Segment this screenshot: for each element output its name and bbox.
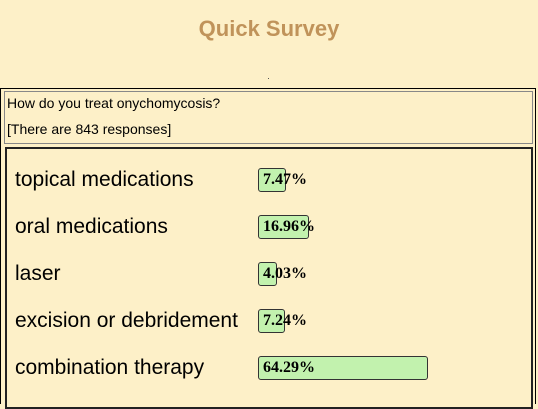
option-row: excision or debridement 7.24%	[7, 308, 531, 334]
result-percent: 64.29%	[263, 359, 315, 376]
result-percent: 16.96%	[263, 218, 315, 235]
option-label: laser	[15, 262, 61, 285]
option-label: topical medications	[15, 168, 194, 191]
result-bar	[258, 356, 428, 380]
dot	[268, 78, 269, 79]
survey-frame	[0, 88, 536, 404]
result-percent: 4.03%	[263, 265, 307, 282]
question: How do you treat onychomycosis?	[7, 95, 221, 111]
option-row: laser 4.03%	[7, 261, 531, 287]
result-bar	[258, 262, 278, 286]
result-bar	[258, 309, 286, 333]
option-label: oral medications	[15, 215, 168, 238]
responses-note: [There are 843 responses]	[7, 121, 172, 137]
option-label: excision or debridement	[15, 309, 238, 332]
result-percent: 7.24%	[263, 312, 307, 329]
option-label: combination therapy	[15, 356, 205, 379]
option-row: topical medications 7.47%	[7, 167, 531, 193]
option-row: oral medications 16.96%	[7, 214, 531, 240]
survey-title: Quick Survey	[198, 16, 340, 41]
results-box: topical medications 7.47% oral medications…	[5, 147, 533, 409]
result-percent: 7.47%	[263, 171, 307, 188]
result-bar	[258, 215, 310, 239]
result-bar	[258, 168, 286, 192]
option-row: combination therapy 64.29%	[7, 355, 531, 381]
question-box: How do you treat onychomycosis? [There a…	[4, 91, 533, 144]
